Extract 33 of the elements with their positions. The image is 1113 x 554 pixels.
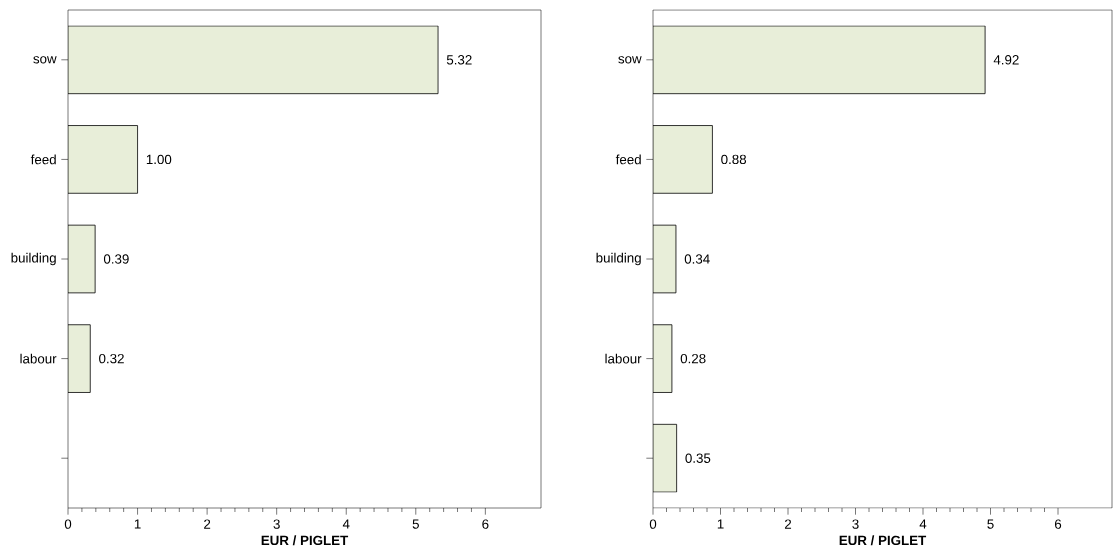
data-label: 0.28 bbox=[680, 353, 706, 364]
y-tick-label: building bbox=[11, 252, 56, 266]
y-tick-label: sow bbox=[33, 56, 57, 64]
y-tick-label: labour bbox=[605, 353, 642, 364]
data-label: 0.34 bbox=[684, 254, 710, 264]
x-tick-label: 4 bbox=[919, 519, 927, 529]
y-tick-label: labour bbox=[20, 353, 57, 364]
x-tick-label: 6 bbox=[1054, 519, 1062, 529]
x-tick-label: 0 bbox=[64, 519, 72, 529]
y-tick-label: feed bbox=[30, 154, 56, 165]
x-tick-label: 1 bbox=[134, 519, 141, 529]
data-label: 0.32 bbox=[99, 353, 124, 364]
x-tick-label: 2 bbox=[204, 519, 211, 529]
x-tick-label: 5 bbox=[412, 519, 419, 529]
x-axis-title: EUR / PIGLET bbox=[839, 535, 927, 546]
data-label: 5.32 bbox=[446, 55, 472, 65]
x-axis-title: EUR / PIGLET bbox=[261, 535, 349, 546]
x-tick-label: 0 bbox=[649, 519, 657, 529]
x-tick-label: 3 bbox=[852, 519, 859, 529]
data-label: 4.92 bbox=[993, 55, 1019, 65]
data-label: 1.00 bbox=[146, 154, 172, 165]
data-label: 0.39 bbox=[103, 254, 129, 264]
x-tick-label: 1 bbox=[717, 519, 724, 529]
y-tick-label: feed bbox=[615, 154, 641, 165]
x-tick-label: 2 bbox=[784, 519, 792, 529]
x-tick-label: 6 bbox=[482, 519, 489, 529]
data-label: 0.35 bbox=[685, 453, 711, 463]
x-tick-label: 5 bbox=[987, 519, 994, 529]
data-label: 0.88 bbox=[721, 154, 747, 165]
y-tick-label: building bbox=[596, 252, 641, 266]
y-tick-label: sow bbox=[618, 56, 642, 64]
x-tick-label: 4 bbox=[342, 519, 350, 529]
x-tick-label: 3 bbox=[273, 519, 280, 529]
